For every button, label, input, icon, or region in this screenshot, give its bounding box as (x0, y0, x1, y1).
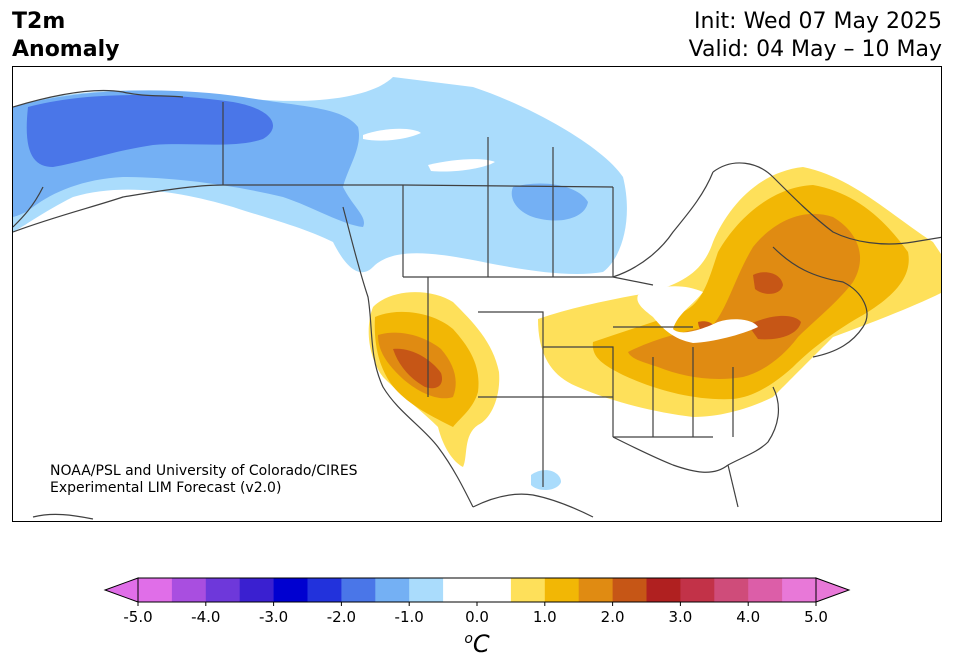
colorbar-bin (273, 578, 308, 602)
colorbar-bin (171, 578, 207, 602)
temperature-anomaly-map: NOAA/PSL and University of Colorado/CIRE… (12, 66, 942, 522)
valid-range: Valid: 04 May – 10 May (688, 37, 942, 62)
cold-anomaly-mexico (531, 470, 561, 491)
credit-line-2: Experimental LIM Forecast (v2.0) (50, 480, 281, 496)
colorbar-tick-label: -3.0 (259, 608, 288, 626)
title-line-1: T2m (12, 9, 66, 34)
colorbar-tick-label: 3.0 (668, 608, 692, 626)
colorbar-bin (477, 578, 512, 602)
colorbar-bin (748, 578, 783, 602)
colorbar-bin (578, 578, 614, 602)
colorbar-bin (138, 578, 173, 602)
warm-anomaly-east-core-2 (748, 315, 801, 340)
colorbar-bin (714, 578, 749, 602)
colorbar-bin (646, 578, 681, 602)
colorbar-bin (612, 578, 647, 602)
warm-anomaly-west-core (393, 348, 443, 389)
colorbar-bin (409, 578, 444, 602)
political-boundaries (13, 89, 941, 520)
colorbar-tick-label: -4.0 (191, 608, 220, 626)
colorbar-bin (510, 578, 546, 602)
credit-line-1: NOAA/PSL and University of Colorado/CIRE… (50, 463, 358, 479)
colorbar-tick-label: -5.0 (123, 608, 152, 626)
title-line-2: Anomaly (12, 37, 120, 62)
colorbar-tick-label: 2.0 (601, 608, 625, 626)
colorbar-bin (239, 578, 275, 602)
hudson-bay-lake (363, 128, 421, 141)
unit-superscript: o (464, 631, 473, 647)
colorbar-min-arrow (103, 577, 139, 603)
warm-anomaly-newfoundland (913, 254, 941, 294)
colorbar-tick-label: 1.0 (533, 608, 557, 626)
colorbar-unit: oC (0, 630, 954, 658)
colorbar-bin (205, 578, 241, 602)
colorbar-bin (341, 578, 376, 602)
init-date: Init: Wed 07 May 2025 (694, 9, 942, 34)
map-canvas: NOAA/PSL and University of Colorado/CIRE… (13, 77, 941, 520)
warm-anomaly-east-core-1 (753, 272, 783, 294)
colorbar-tick-label: 4.0 (736, 608, 760, 626)
colorbar-canvas: -5.0 -4.0 -3.0 -2.0 -1.0 0.0 1.0 2.0 3.0 4.0 5.0 (103, 577, 851, 626)
colorbar-tick-label: 0.0 (465, 608, 489, 626)
colorbar-bin (307, 578, 342, 602)
colorbar-bin (782, 578, 817, 602)
cold-anomaly-strong-region (26, 95, 273, 167)
colorbar-tick-label: -1.0 (395, 608, 424, 626)
unit-letter: C (472, 630, 490, 658)
colorbar-tick-label: -2.0 (327, 608, 356, 626)
colorbar-max-arrow (815, 577, 851, 603)
forecast-dates: Init: Wed 07 May 2025 Valid: 04 May – 10… (689, 8, 942, 64)
cold-anomaly-moderate-region-2 (511, 183, 588, 221)
colorbar-bin (375, 578, 410, 602)
colorbar-bin (544, 578, 580, 602)
colorbar-tick-label: 5.0 (804, 608, 828, 626)
colorbar-bin (680, 578, 715, 602)
map-title: T2m Anomaly (12, 8, 119, 64)
lake-region (428, 159, 495, 172)
great-lakes (637, 286, 758, 343)
colorbar: -5.0 -4.0 -3.0 -2.0 -1.0 0.0 1.0 2.0 3.0 4.0 5.0 (0, 570, 954, 671)
colorbar-bin (443, 578, 478, 602)
